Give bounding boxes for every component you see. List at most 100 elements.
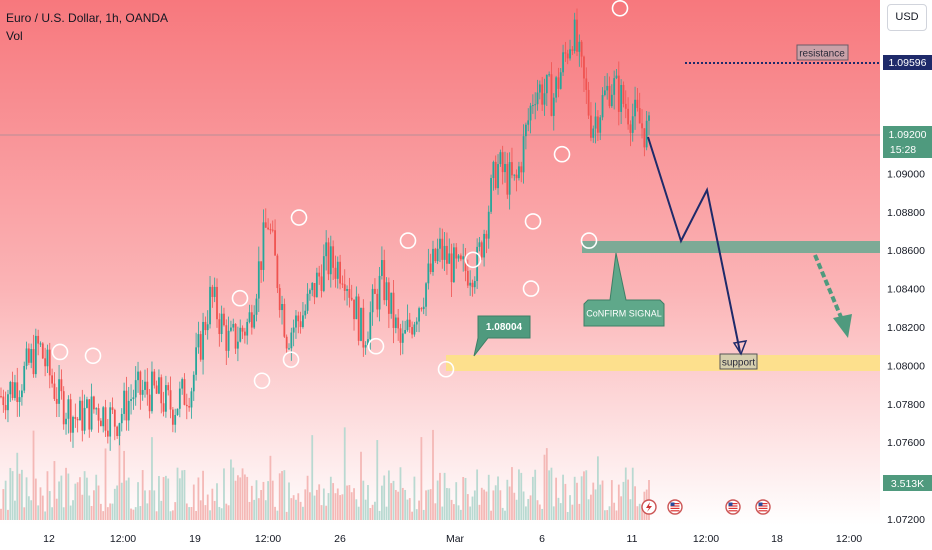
volume-bar <box>425 490 427 520</box>
volume-bar <box>74 483 77 520</box>
volume-bar <box>211 488 214 520</box>
time-axis[interactable]: 12 12:00 19 12:00 26 Mar 6 11 12:00 18 12:00 <box>43 533 862 545</box>
candle-body <box>32 349 35 375</box>
candle-body <box>478 242 481 247</box>
volume-bar <box>629 499 632 520</box>
volume-bar <box>592 482 595 520</box>
candle-body <box>476 246 479 282</box>
swing-marker <box>464 251 482 269</box>
candle-body <box>127 400 130 421</box>
candle-body <box>615 75 618 79</box>
candle-body <box>160 377 163 404</box>
candle-body <box>381 260 383 276</box>
volume-bar <box>613 502 616 520</box>
support-zone[interactable] <box>446 355 880 371</box>
candle-body <box>580 41 583 57</box>
candle-body <box>371 288 374 313</box>
resistance-price-label: 1.09596 <box>889 57 927 69</box>
volume-bar <box>190 507 193 520</box>
current-price-label: 1.09200 <box>889 129 927 141</box>
volume-bar <box>232 467 235 520</box>
volume-bar <box>429 489 432 520</box>
candle-body <box>206 324 209 331</box>
candle-body <box>374 288 376 294</box>
candle-body <box>197 334 200 348</box>
candle-body <box>297 315 300 322</box>
candle-body <box>99 420 102 427</box>
volume-bar <box>292 495 295 520</box>
candle-body <box>522 136 525 173</box>
price-axis[interactable]: 1.09000 1.08800 1.08600 1.08400 1.08200 1.080… <box>887 168 925 526</box>
volume-bar <box>374 501 376 520</box>
volume-bar <box>327 493 330 520</box>
volume-bar <box>631 467 634 520</box>
candle-body <box>550 74 553 116</box>
volume-bar <box>473 490 476 520</box>
candle-body <box>357 296 360 341</box>
volume-bar <box>118 434 121 520</box>
candle-body <box>527 120 530 125</box>
volume-bar <box>566 511 569 520</box>
volume-bar <box>515 499 518 520</box>
swing-marker <box>437 360 455 378</box>
volume-bar <box>188 507 191 520</box>
event-icons[interactable] <box>641 499 771 515</box>
candle-body <box>408 319 411 328</box>
candles <box>0 8 650 451</box>
volume-bar <box>48 491 51 520</box>
volume-bar <box>302 506 304 520</box>
time-tick-label: 6 <box>539 533 545 545</box>
candle-body <box>594 116 597 129</box>
candle-body <box>116 426 119 437</box>
us-flag-icon[interactable] <box>755 499 771 515</box>
volume-bar <box>462 477 465 520</box>
candle-body <box>329 246 332 275</box>
us-flag-icon[interactable] <box>725 499 741 515</box>
signal-zone[interactable] <box>582 241 880 253</box>
volume-bar <box>14 500 16 520</box>
candle-body <box>638 108 641 124</box>
candle-body <box>511 162 513 176</box>
volume-bar <box>367 485 369 520</box>
volume-bar <box>209 510 211 520</box>
candle-body <box>288 348 290 350</box>
candle-body <box>629 124 632 133</box>
candle-body <box>2 396 5 406</box>
candle-body <box>434 248 437 262</box>
volume-bar <box>262 481 265 520</box>
candle-body <box>548 74 551 76</box>
volume-bar <box>569 495 571 520</box>
volume-bar <box>427 489 430 520</box>
volume-bar <box>557 497 560 520</box>
candle-body <box>86 399 88 408</box>
us-flag-icon[interactable] <box>667 499 683 515</box>
volume-bar <box>476 469 479 520</box>
volume-bar <box>213 500 216 520</box>
volume-bar <box>369 507 372 520</box>
volume-bar <box>443 472 446 520</box>
volume-bar <box>197 477 200 520</box>
candle-body <box>225 325 228 351</box>
candle-body <box>497 164 499 189</box>
candle-body <box>148 394 151 412</box>
candle-body <box>48 349 51 376</box>
volume-bar <box>178 478 181 520</box>
volume-bar <box>237 475 239 520</box>
time-tick-label: Mar <box>446 533 465 545</box>
low-value-label: 1.08004 <box>486 322 523 333</box>
candle-body <box>318 272 321 277</box>
volume-bar <box>206 494 209 520</box>
time-tick-label: 18 <box>771 533 783 545</box>
candle-body <box>302 315 304 328</box>
volume-bar <box>132 509 135 520</box>
candle-body <box>578 41 581 52</box>
volume-bar <box>44 511 47 520</box>
candle-body <box>455 247 458 259</box>
candle-body <box>508 162 511 195</box>
swing-marker <box>367 337 385 355</box>
currency-button[interactable]: USD <box>887 4 927 31</box>
projection-path[interactable] <box>647 136 741 353</box>
candle-body <box>62 391 65 425</box>
volume-bar <box>257 498 260 520</box>
